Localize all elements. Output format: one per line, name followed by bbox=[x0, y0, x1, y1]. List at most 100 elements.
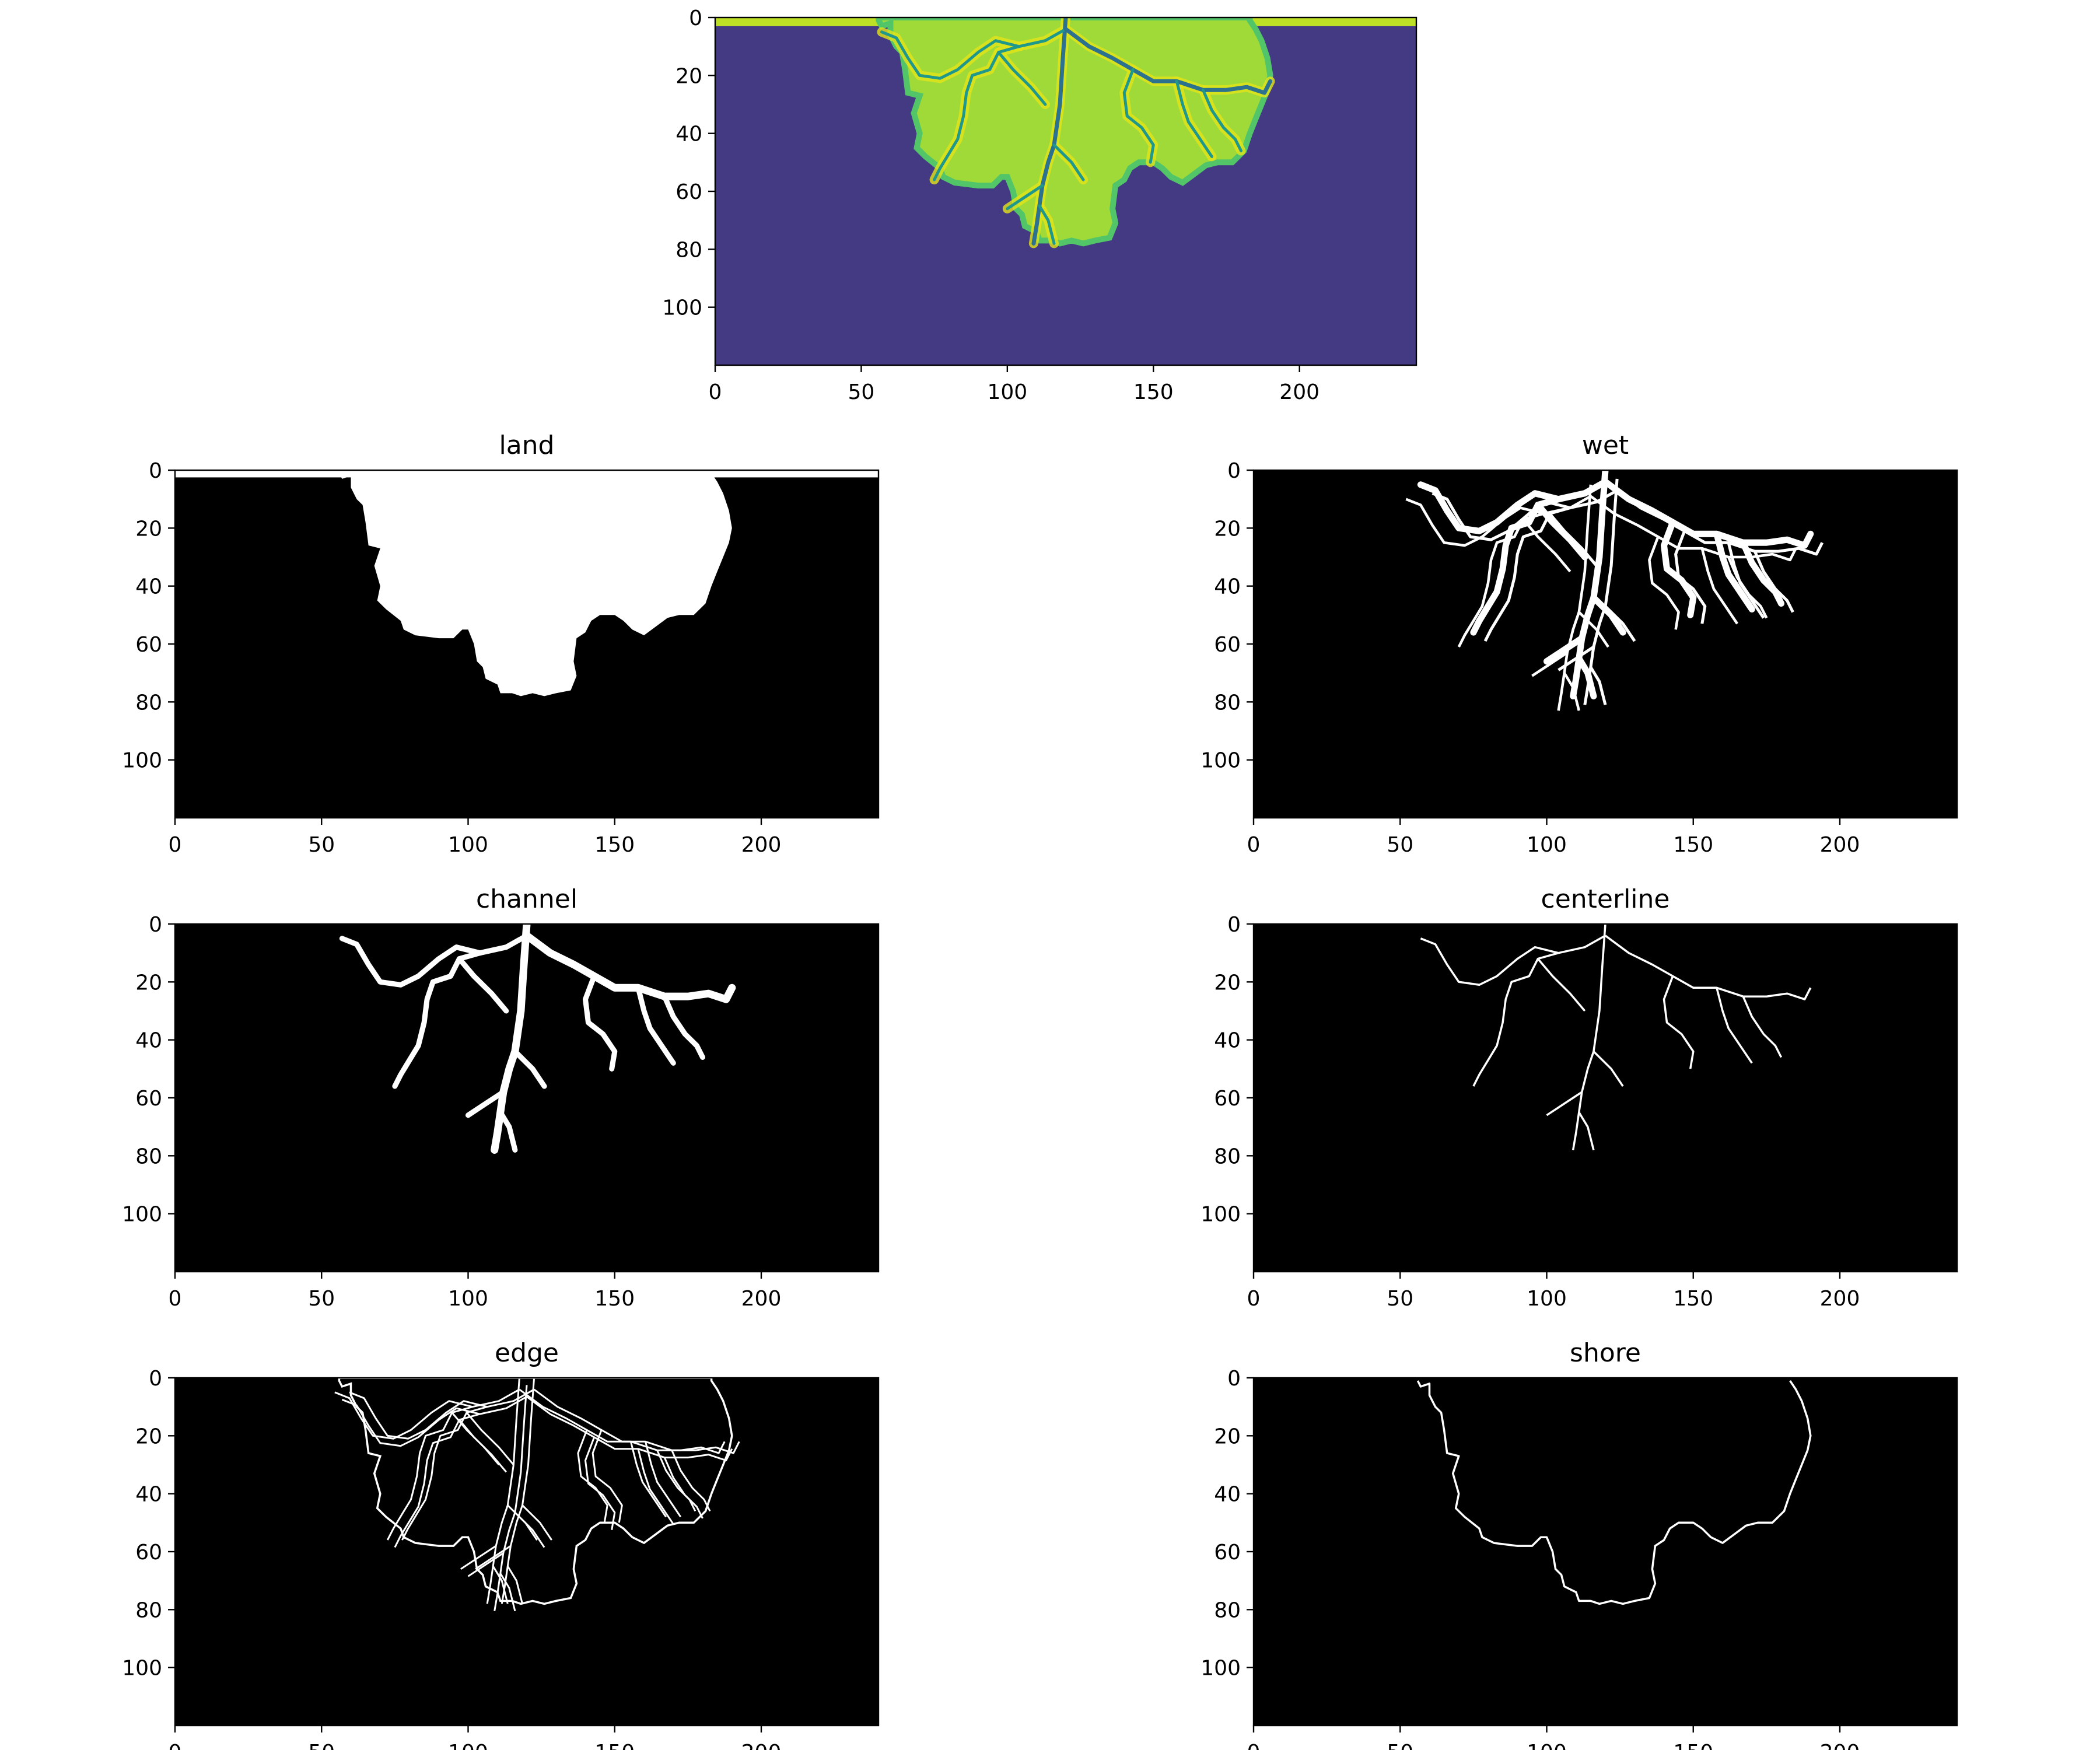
top-ytick-label: 20 bbox=[676, 64, 702, 88]
centerline-background bbox=[1254, 924, 1957, 1272]
edge-ytick-label: 100 bbox=[122, 1657, 162, 1681]
shore-ytick-label: 80 bbox=[1214, 1598, 1241, 1622]
land-ytick-label: 40 bbox=[135, 575, 162, 599]
top-xtick-label: 0 bbox=[709, 380, 722, 404]
edge-line bbox=[394, 1395, 527, 1548]
land-image bbox=[175, 470, 878, 818]
centerline-ytick-label: 20 bbox=[1214, 971, 1241, 995]
shore-xtick-label: 200 bbox=[1820, 1741, 1860, 1750]
edge-line bbox=[401, 1388, 535, 1541]
land-panel: 0 50 100 150 200 0 20 40 60 80 100 land bbox=[122, 430, 880, 857]
delta-channel bbox=[1038, 204, 1056, 245]
wet-branch bbox=[1648, 536, 1680, 630]
channel-xtick-label: 50 bbox=[308, 1287, 335, 1311]
channel-line bbox=[662, 993, 706, 1060]
wet-channel bbox=[1534, 502, 1588, 561]
delta-channel bbox=[933, 27, 1068, 181]
centerline-line bbox=[1578, 1111, 1595, 1150]
centerline-ytick-label: 100 bbox=[1200, 1203, 1241, 1227]
channel-image bbox=[175, 924, 878, 1272]
wet-channel bbox=[1543, 635, 1586, 665]
wet-ytick-label: 60 bbox=[1214, 633, 1241, 657]
land-xtick-label: 100 bbox=[448, 833, 488, 857]
wet-branch bbox=[1531, 652, 1568, 677]
centerline-line bbox=[1546, 1091, 1583, 1116]
top-panel: 0 50 100 150 200 0 20 40 60 80 100 bbox=[662, 6, 1418, 404]
centerline-line bbox=[1592, 1051, 1624, 1087]
shore-ytick-label: 60 bbox=[1214, 1541, 1241, 1564]
edge-line bbox=[486, 1378, 520, 1604]
shore-background bbox=[1254, 1378, 1957, 1726]
land-ytick-label: 80 bbox=[135, 691, 162, 715]
channel-line bbox=[635, 985, 676, 1066]
edge-xtick-label: 50 bbox=[308, 1741, 335, 1750]
edge-line bbox=[501, 1378, 536, 1604]
edge-xtick-label: 0 bbox=[169, 1741, 182, 1750]
top-ytick-label: 80 bbox=[676, 238, 702, 262]
edge-panel: 0 50 100 150 200 0 20 40 60 80 100 edge bbox=[122, 1338, 880, 1750]
channel-xtick-label: 0 bbox=[169, 1287, 182, 1311]
edge-line bbox=[467, 1552, 504, 1577]
wet-branch bbox=[1604, 605, 1636, 642]
delta-channel bbox=[1031, 18, 1068, 246]
centerline-ytick-label: 60 bbox=[1214, 1087, 1241, 1111]
wet-image bbox=[1254, 470, 1957, 818]
edge-line bbox=[584, 1437, 616, 1531]
edge-line bbox=[466, 1412, 514, 1465]
channel-line bbox=[392, 933, 530, 1089]
edge-line bbox=[341, 1398, 480, 1447]
land-ytick-label: 60 bbox=[135, 633, 162, 657]
delta-channel bbox=[880, 30, 1021, 80]
land-title: land bbox=[499, 430, 554, 460]
shore-xtick-label: 150 bbox=[1673, 1741, 1713, 1750]
edge-title: edge bbox=[495, 1338, 559, 1368]
edge-line bbox=[507, 1566, 523, 1604]
channel-xtick-label: 200 bbox=[741, 1287, 782, 1311]
centerline-title: centerline bbox=[1541, 884, 1670, 914]
edge-line bbox=[492, 1566, 509, 1604]
edge-ytick-label: 20 bbox=[135, 1424, 162, 1448]
wet-branch bbox=[1674, 530, 1707, 624]
edge-line bbox=[656, 1450, 696, 1512]
wet-channel bbox=[1470, 478, 1609, 636]
edge-line bbox=[514, 1511, 545, 1548]
centerline-line bbox=[1742, 996, 1783, 1058]
wet-channel bbox=[1576, 655, 1597, 699]
land-ytick-label: 0 bbox=[149, 459, 162, 483]
centerline-ytick-label: 0 bbox=[1227, 913, 1241, 937]
land-xtick-label: 0 bbox=[169, 833, 182, 857]
delta-channel bbox=[1201, 88, 1243, 153]
shore-title: shore bbox=[1570, 1338, 1641, 1368]
edge-xtick-label: 200 bbox=[741, 1741, 782, 1750]
centerline-panel: 0 50 100 150 200 0 20 40 60 80 100 centerline bbox=[1200, 884, 1958, 1311]
edge-line bbox=[629, 1441, 667, 1518]
channel-line bbox=[491, 924, 531, 1154]
land-xtick-label: 200 bbox=[741, 833, 782, 857]
channel-xtick-label: 150 bbox=[594, 1287, 635, 1311]
wet-channel bbox=[1740, 539, 1785, 607]
centerline-line bbox=[1662, 975, 1695, 1069]
wet-channel bbox=[1713, 530, 1755, 612]
wet-branch bbox=[1557, 484, 1592, 711]
channel-line bbox=[512, 1048, 547, 1089]
wet-channel bbox=[1570, 470, 1609, 699]
top-ytick-label: 100 bbox=[662, 296, 702, 320]
wet-branch bbox=[1563, 672, 1580, 711]
wet-xtick-label: 150 bbox=[1673, 833, 1713, 857]
centerline-xtick-label: 100 bbox=[1527, 1287, 1567, 1311]
land-ytick-label: 100 bbox=[122, 749, 162, 773]
centerline-xtick-label: 150 bbox=[1673, 1287, 1713, 1311]
edge-line bbox=[494, 1385, 528, 1612]
wet-branch bbox=[1578, 611, 1609, 648]
delta-channel bbox=[1052, 143, 1085, 181]
wet-xtick-label: 0 bbox=[1247, 833, 1261, 857]
channel-line bbox=[582, 973, 618, 1072]
wet-branch bbox=[1700, 548, 1738, 625]
edge-line bbox=[459, 1419, 507, 1473]
wet-xtick-label: 50 bbox=[1387, 833, 1413, 857]
delta-channel bbox=[1122, 68, 1155, 164]
centerline-ytick-label: 80 bbox=[1214, 1144, 1241, 1168]
wet-ytick-label: 20 bbox=[1214, 517, 1241, 541]
